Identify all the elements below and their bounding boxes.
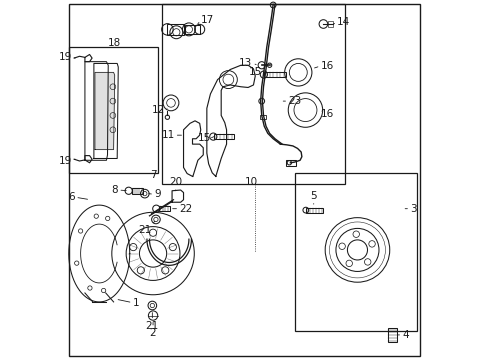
Text: 16: 16	[320, 61, 333, 71]
Bar	[260, 115, 266, 119]
Bar	[285, 160, 296, 166]
Text: 3: 3	[409, 204, 416, 214]
Bar	[131, 188, 142, 194]
Text: 13: 13	[239, 58, 252, 68]
Text: 2: 2	[149, 328, 156, 338]
Text: 6: 6	[68, 192, 75, 202]
Bar	[162, 4, 344, 184]
Text: 10: 10	[244, 177, 258, 187]
Text: 18: 18	[107, 38, 121, 48]
Bar	[69, 47, 158, 173]
Bar	[214, 134, 233, 139]
Text: 16: 16	[320, 109, 333, 119]
Text: 7: 7	[149, 170, 156, 180]
Text: 21: 21	[138, 225, 151, 235]
Bar	[327, 21, 333, 27]
Bar	[294, 173, 416, 330]
Text: 20: 20	[169, 177, 182, 187]
Text: 19: 19	[58, 52, 72, 62]
Text: 5: 5	[310, 191, 316, 201]
Text: 19: 19	[58, 156, 72, 166]
Text: 22: 22	[179, 204, 192, 214]
Text: 11: 11	[161, 130, 174, 140]
Text: 14: 14	[336, 17, 349, 27]
Text: 12: 12	[151, 105, 164, 115]
Bar	[167, 24, 183, 35]
Text: 15: 15	[248, 67, 261, 77]
Text: 17: 17	[201, 15, 214, 26]
Text: 15: 15	[198, 133, 211, 143]
Bar	[305, 208, 323, 213]
Text: 8: 8	[111, 185, 118, 195]
Bar	[387, 328, 396, 342]
Bar	[185, 25, 199, 34]
Text: 1: 1	[132, 298, 139, 308]
Text: 23: 23	[287, 96, 301, 106]
Text: 21: 21	[145, 320, 159, 330]
Text: 9: 9	[154, 189, 161, 199]
Bar	[159, 206, 169, 211]
Polygon shape	[95, 72, 115, 149]
Bar	[264, 72, 285, 77]
Text: 4: 4	[402, 330, 408, 340]
